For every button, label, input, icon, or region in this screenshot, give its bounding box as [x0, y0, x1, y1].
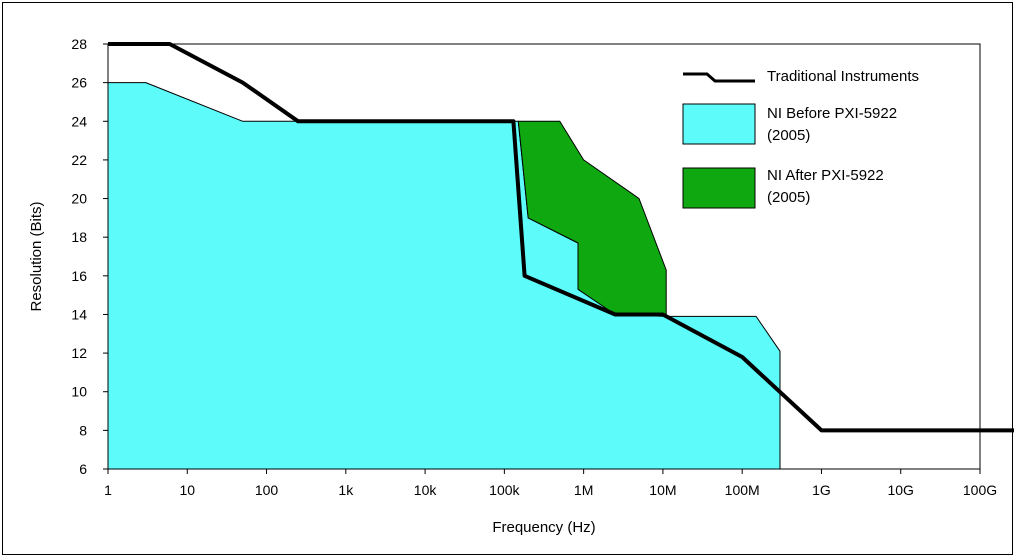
y-tick-label: 8	[79, 422, 87, 438]
legend-label-ni-before: NI Before PXI-5922	[767, 105, 897, 122]
x-tick-label: 1	[104, 482, 112, 498]
x-tick-label: 10k	[414, 482, 438, 498]
legend-label-ni-after: NI After PXI-5922	[767, 167, 884, 184]
plot-layer	[107, 42, 1014, 470]
x-tick-label: 1G	[812, 482, 831, 498]
area-ni-before-pxi-5922-2005	[107, 82, 781, 470]
y-tick-label: 6	[79, 461, 87, 477]
legend-swatch-traditional-instruments	[683, 72, 755, 83]
y-tick-label: 26	[71, 75, 87, 91]
y-tick-label: 28	[71, 36, 87, 52]
y-tick-label: 24	[71, 113, 87, 129]
x-tick-label: 100M	[725, 482, 760, 498]
y-tick-label: 18	[71, 229, 87, 245]
plot-border	[107, 43, 981, 470]
legend-swatch-ni-before	[682, 103, 756, 145]
x-tick-label: 1k	[338, 482, 354, 498]
legend: Traditional Instruments NI Before PXI-59…	[682, 68, 919, 209]
legend-label-ni-before-year: (2005)	[767, 127, 810, 144]
x-tick-label: 100G	[963, 482, 997, 498]
y-tick-label: 16	[71, 268, 87, 284]
y-tick-label: 20	[71, 191, 87, 207]
x-tick-label: 1M	[574, 482, 593, 498]
y-tick-label: 12	[71, 345, 87, 361]
x-axis-title: Frequency (Hz)	[492, 519, 595, 536]
resolution-frequency-chart: 1 10 100 1k 10k 100k 1M 10M 100M 1G 10G 100G 6 8 10 12 1…	[28, 36, 1014, 536]
y-axis-title: Resolution (Bits)	[28, 201, 45, 311]
y-tick-label: 10	[71, 384, 87, 400]
y-tick-label: 22	[71, 152, 87, 168]
y-tick-label: 14	[71, 306, 87, 322]
x-tick-label: 10	[179, 482, 195, 498]
axis-layer: 1 10 100 1k 10k 100k 1M 10M 100M 1G 10G 100G 6 8 10 12 1…	[71, 36, 997, 498]
x-tick-label: 10M	[649, 482, 676, 498]
legend-label-traditional-instruments: Traditional Instruments	[767, 68, 919, 85]
legend-label-ni-after-year: (2005)	[767, 189, 810, 206]
x-tick-label: 100k	[489, 482, 520, 498]
x-tick-label: 100	[255, 482, 279, 498]
legend-swatch-ni-after	[682, 167, 756, 209]
x-tick-label: 10G	[887, 482, 913, 498]
line-traditional-instruments	[108, 42, 1014, 433]
